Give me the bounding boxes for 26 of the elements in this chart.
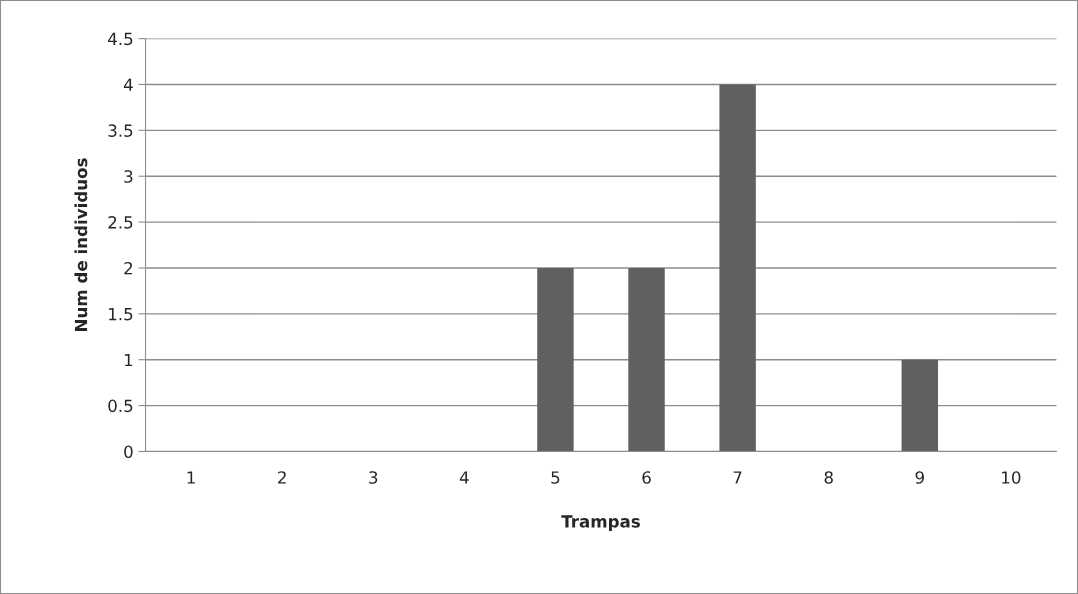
y-tick-label: 1	[124, 353, 133, 367]
x-tick-label: 5	[551, 471, 560, 484]
x-tick-label: 2	[278, 471, 286, 484]
y-axis-title: Num de individuos	[74, 158, 88, 331]
bar	[537, 267, 574, 452]
x-tick-label: 9	[915, 471, 924, 484]
x-tick-label: 3	[369, 471, 378, 484]
bar	[901, 359, 939, 452]
x-axis-title: Trampas	[561, 515, 640, 531]
y-tick-label: 0.5	[108, 399, 133, 413]
y-tick-label: 1.5	[109, 308, 133, 321]
x-tick-label: 8	[824, 471, 833, 484]
y-tick-label: 3	[124, 170, 133, 183]
bar	[628, 267, 665, 452]
x-tick-label: 7	[733, 471, 742, 484]
x-tick-label: 10	[1002, 471, 1021, 484]
y-tick-label: 4	[123, 78, 133, 91]
y-tick-label: 2.5	[108, 216, 133, 229]
x-tick-label: 1	[187, 471, 195, 484]
x-tick-label: 6	[642, 471, 651, 484]
bar	[719, 84, 756, 452]
y-tick-label: 3.5	[108, 124, 133, 137]
x-tick-label: 4	[459, 471, 469, 484]
y-tick-label: 4.5	[108, 32, 133, 46]
y-tick-label: 0	[124, 445, 133, 459]
y-tick-label: 2	[124, 261, 133, 275]
